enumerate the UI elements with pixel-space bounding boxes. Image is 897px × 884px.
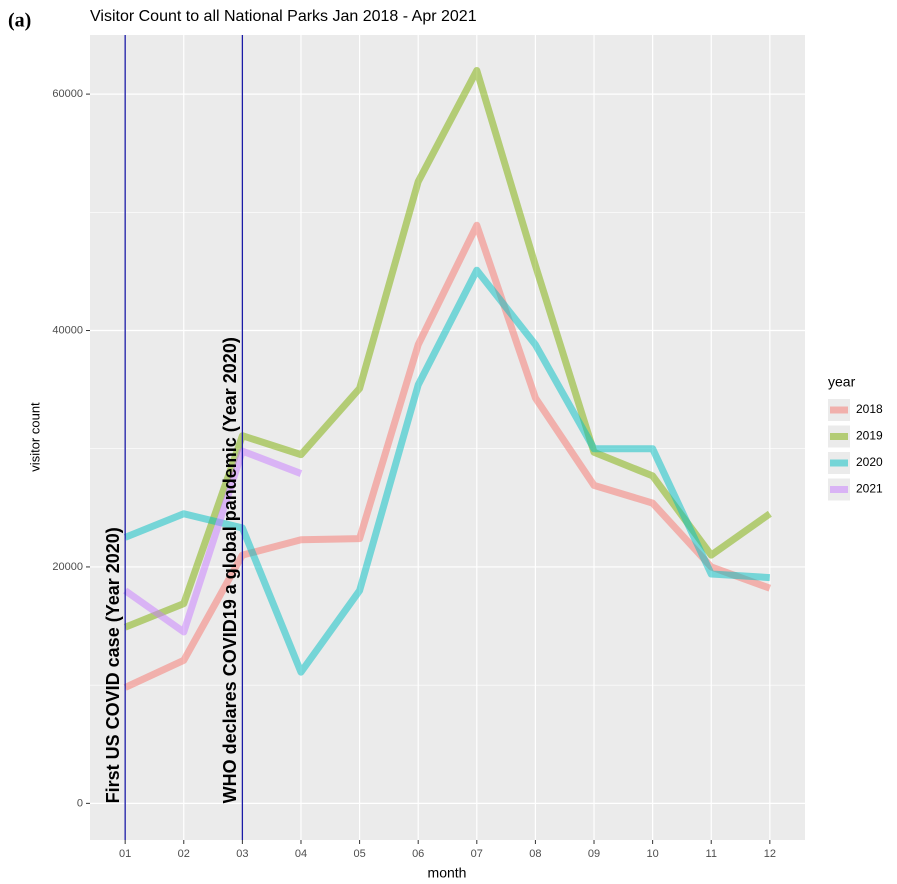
x-tick-label: 04 [295,848,307,860]
legend-title: year [828,374,856,390]
x-tick-label: 09 [588,848,600,860]
x-tick-label: 02 [178,848,190,860]
x-tick-label: 08 [529,848,541,860]
chart-title: Visitor Count to all National Parks Jan … [90,8,477,25]
legend-label: 2019 [856,429,883,443]
series-line [123,266,771,676]
y-tick-label: 0 [77,797,83,809]
y-tick-label: 20000 [52,561,83,573]
x-tick-label: 12 [764,848,776,860]
x-axis-label: month [428,865,467,881]
series-line [123,66,772,631]
y-tick-label: 60000 [52,88,83,100]
series-line [123,221,772,691]
x-tick-label: 10 [646,848,658,860]
x-tick-label: 01 [119,848,131,860]
annotation-text: WHO declares COVID19 a global pandemic (… [220,337,240,803]
x-tick-label: 07 [471,848,483,860]
series-line [123,447,303,636]
x-tick-label: 06 [412,848,424,860]
legend-label: 2020 [856,455,883,469]
y-tick-label: 40000 [52,324,83,336]
x-tick-label: 11 [706,848,717,860]
legend-label: 2021 [856,482,883,496]
x-tick-label: 03 [236,848,248,860]
x-tick-label: 05 [353,848,365,860]
y-axis-label: visitor count [27,402,42,472]
legend-label: 2018 [856,402,883,416]
annotation-text: First US COVID case (Year 2020) [103,527,123,803]
panel-label: (a) [8,10,31,32]
plot-background [90,35,805,840]
